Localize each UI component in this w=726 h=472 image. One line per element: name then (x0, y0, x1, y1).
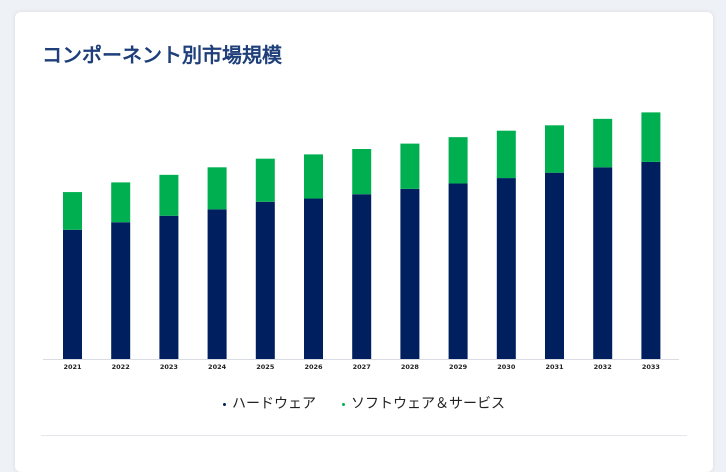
bar-hardware-2031[interactable] (545, 172, 564, 359)
bar-software-services-2027[interactable] (352, 149, 372, 195)
x-tick-label-2030: 2030 (497, 363, 516, 371)
x-tick-label-2025: 2025 (256, 363, 275, 371)
bar-software-services-2033[interactable] (641, 112, 661, 162)
bar-hardware-2021[interactable] (63, 229, 82, 359)
x-tick-label-2031: 2031 (545, 363, 564, 371)
bar-hardware-2026[interactable] (304, 198, 323, 359)
bar-hardware-2023[interactable] (159, 215, 179, 359)
x-tick-label-2022: 2022 (112, 363, 130, 371)
bar-hardware-2025[interactable] (255, 201, 275, 359)
bar-software-services-2024[interactable] (207, 167, 227, 210)
bar-software-services-2030[interactable] (496, 130, 516, 179)
bar-software-services-2028[interactable] (400, 143, 420, 189)
bar-software-services-2031[interactable] (545, 125, 564, 173)
legend-label-software-services: ソフトウェア＆サービス (351, 396, 505, 412)
chart-title: コンポーネント別市場規模 (42, 43, 282, 67)
bar-hardware-2029[interactable] (448, 183, 468, 359)
bar-software-services-2021[interactable] (63, 192, 82, 230)
x-tick-label-2021: 2021 (63, 363, 82, 371)
x-tick-label-2027: 2027 (353, 363, 371, 371)
bar-hardware-2028[interactable] (400, 188, 420, 359)
bar-hardware-2022[interactable] (111, 222, 131, 359)
bar-hardware-2024[interactable] (207, 209, 227, 359)
legend-item-software-services[interactable]: ソフトウェア＆サービス (342, 393, 505, 413)
bar-hardware-2027[interactable] (352, 194, 372, 359)
legend-item-hardware[interactable]: ハードウェア (223, 393, 316, 413)
legend-marker-software-services (342, 402, 345, 406)
bar-hardware-2032[interactable] (593, 167, 613, 359)
chart-card: コンポーネント別市場規模 2021 2022 2023 2024 2025 2026 202… (15, 12, 713, 472)
legend-label-hardware: ハードウェア (232, 396, 316, 412)
x-tick-label-2026: 2026 (304, 363, 323, 371)
bar-hardware-2033[interactable] (641, 161, 661, 359)
x-tick-label-2033: 2033 (642, 363, 660, 371)
x-tick-label-2024: 2024 (208, 363, 227, 371)
bar-software-services-2032[interactable] (593, 118, 613, 168)
legend-marker-hardware (223, 402, 226, 406)
x-tick-label-2028: 2028 (401, 363, 420, 371)
bar-software-services-2022[interactable] (111, 182, 131, 223)
bar-software-services-2029[interactable] (448, 137, 468, 184)
stacked-bar-chart: 2021 2022 2023 2024 2025 2026 2027 2028 2029 2030… (43, 112, 679, 371)
x-tick-label-2032: 2032 (594, 363, 612, 371)
card-divider (41, 435, 687, 436)
bar-hardware-2030[interactable] (496, 178, 516, 359)
chart-legend: ハードウェア ソフトウェア＆サービス (15, 393, 713, 413)
x-tick-label-2029: 2029 (449, 363, 468, 371)
x-tick-label-2023: 2023 (160, 363, 178, 371)
bar-software-services-2023[interactable] (159, 174, 179, 216)
bar-software-services-2025[interactable] (255, 158, 275, 202)
bar-software-services-2026[interactable] (304, 154, 323, 199)
